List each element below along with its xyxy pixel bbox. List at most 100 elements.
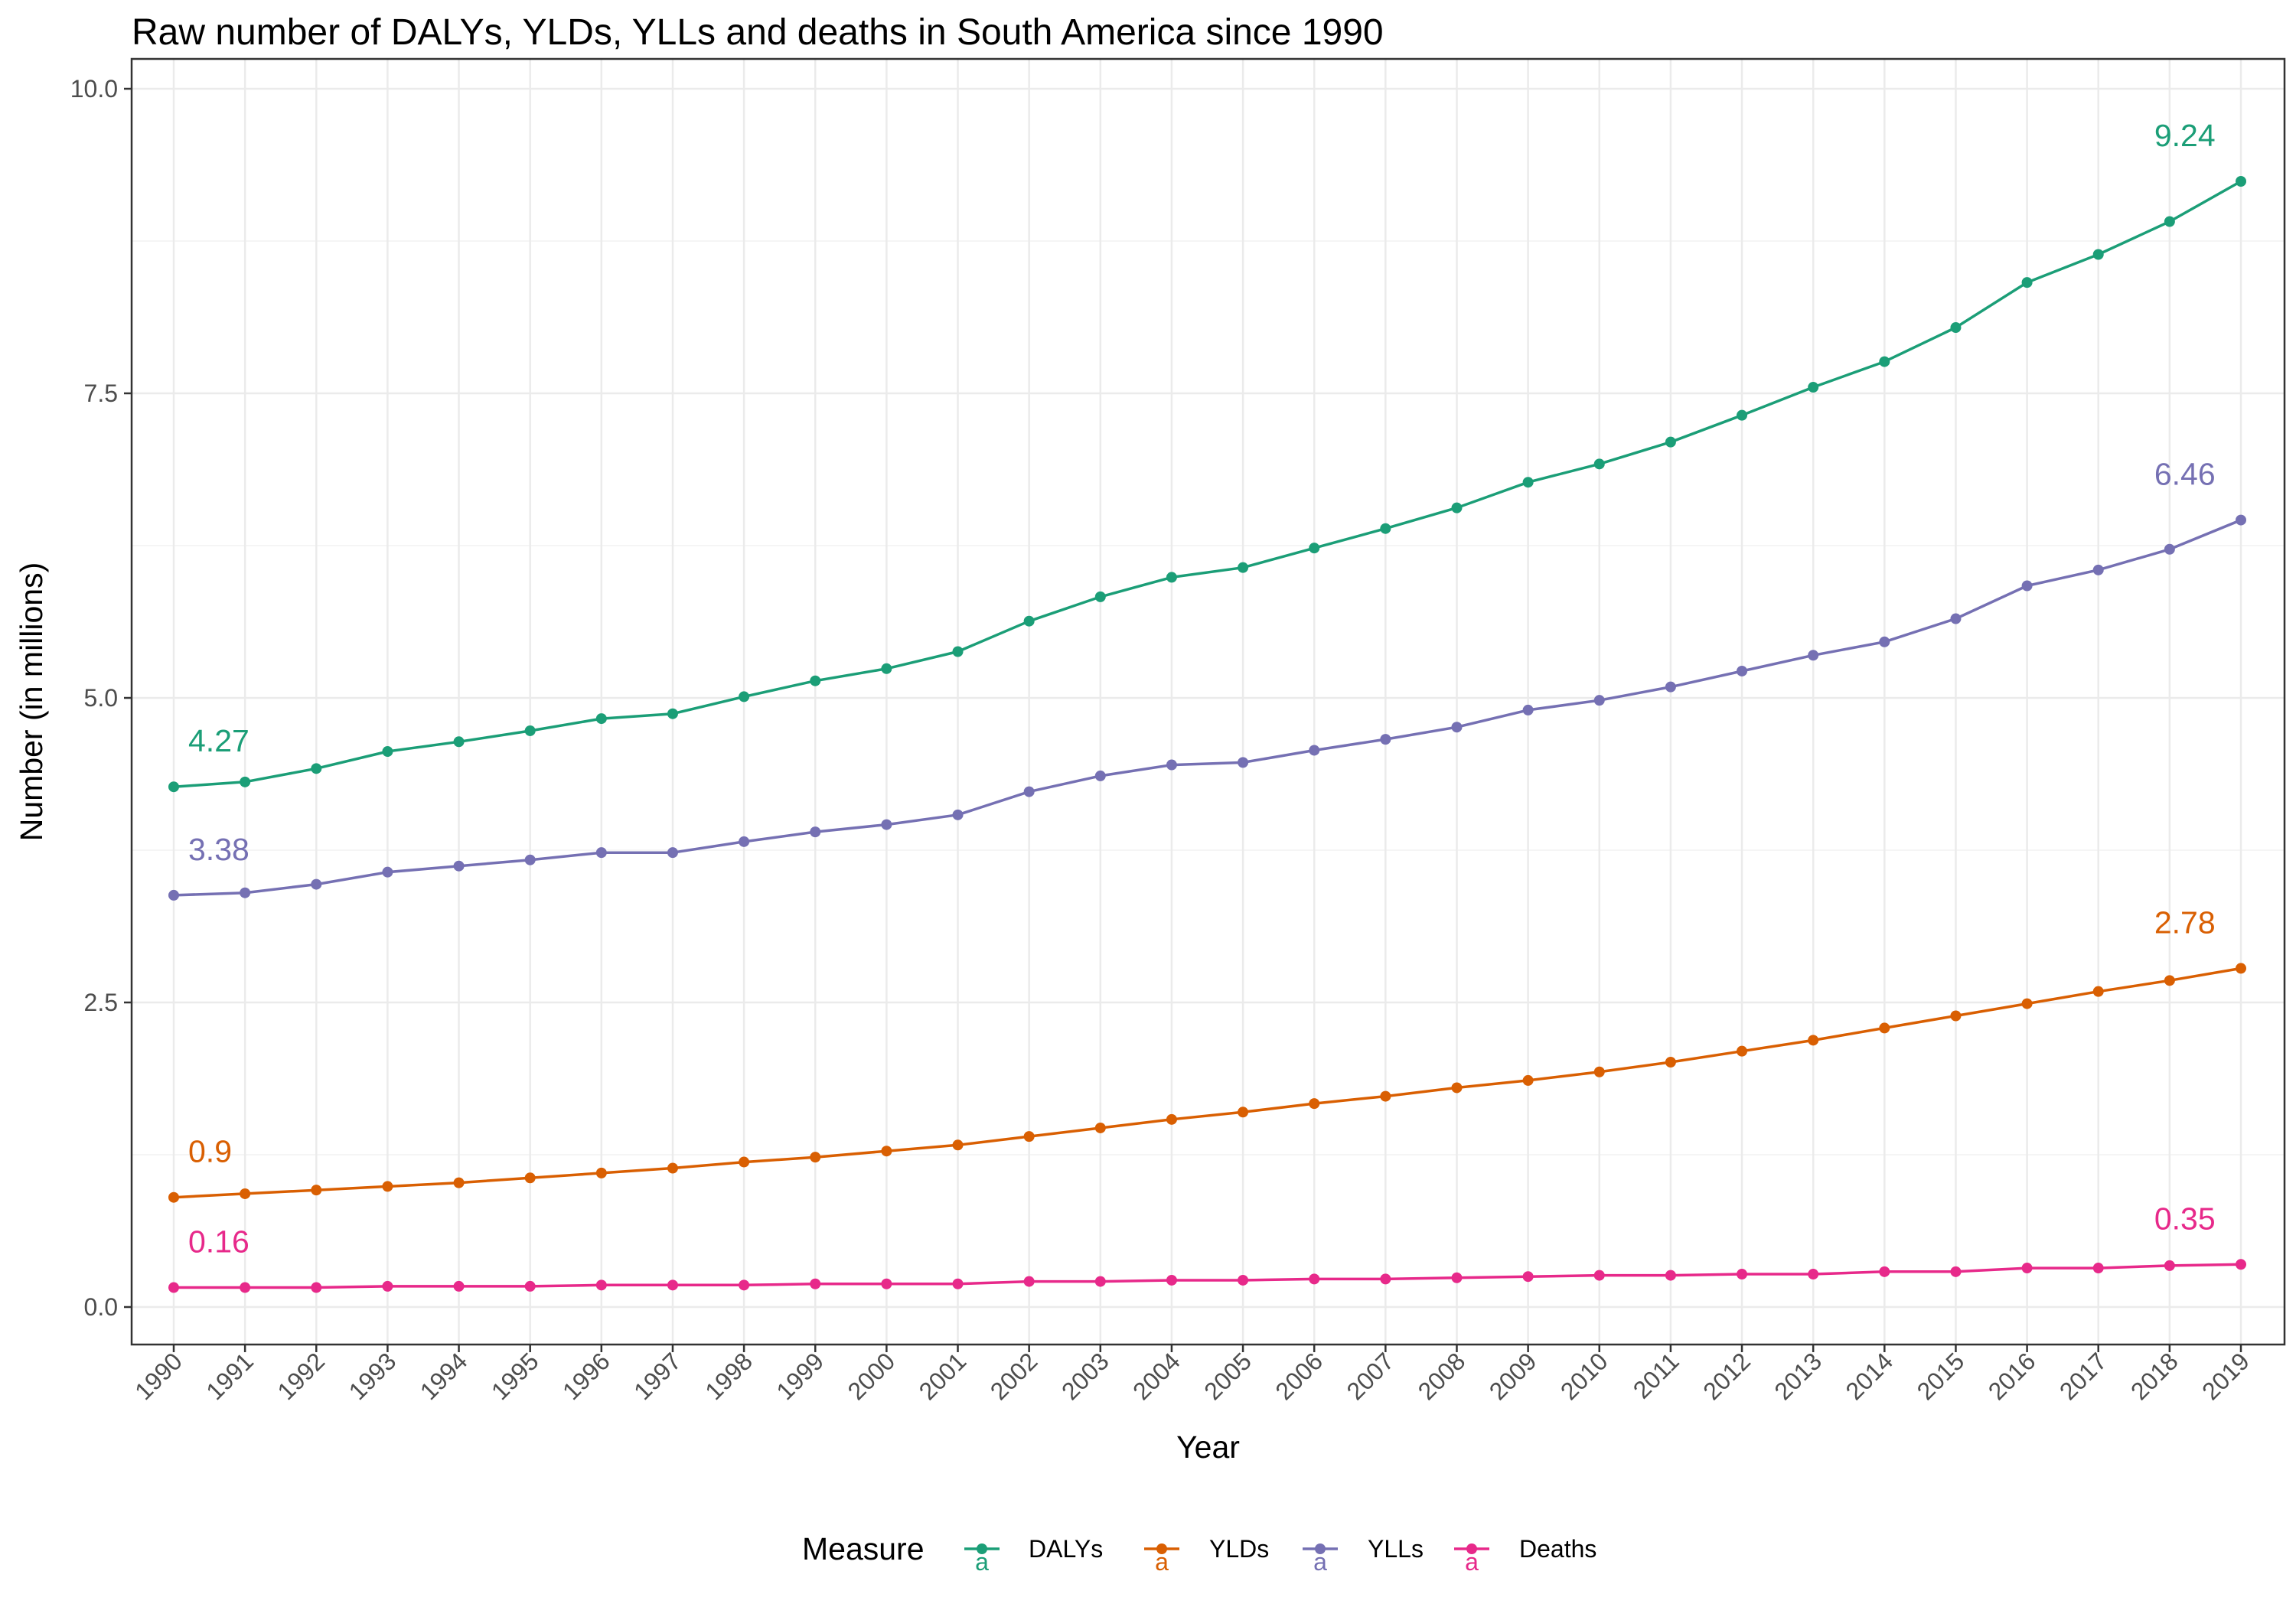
data-point-ylds [1737, 1045, 1748, 1057]
data-point-dalys [1879, 356, 1890, 367]
x-tick-label: 2007 [1342, 1347, 1400, 1405]
start-value-label: 0.9 [188, 1134, 232, 1169]
data-point-ylls [2236, 514, 2246, 526]
x-tick-label: 2010 [1555, 1347, 1613, 1405]
data-point-ylds [2164, 975, 2175, 986]
data-point-ylds [1522, 1074, 1534, 1086]
x-tick-label: 2004 [1127, 1347, 1186, 1405]
end-value-label: 2.78 [2154, 905, 2216, 940]
data-point-deaths [881, 1278, 892, 1289]
series-line-ylls [173, 518, 2242, 897]
x-tick-label: 2003 [1056, 1347, 1114, 1405]
x-tick-label: 1993 [344, 1347, 402, 1405]
y-tick-label: 2.5 [84, 989, 118, 1016]
legend-item-dalys: a DALYs [964, 1535, 1103, 1576]
data-point-ylls [2164, 543, 2175, 555]
data-point-dalys [1023, 615, 1035, 627]
data-point-deaths [1593, 1270, 1605, 1281]
end-value-label: 0.35 [2154, 1201, 2216, 1236]
x-tick-label: 1999 [771, 1347, 829, 1405]
data-point-deaths [1808, 1269, 1819, 1280]
data-point-ylds [1593, 1066, 1605, 1077]
data-point-dalys [881, 663, 892, 674]
data-point-ylds [810, 1152, 821, 1163]
data-point-deaths [2021, 1263, 2033, 1274]
data-point-dalys [1593, 458, 1605, 470]
data-point-ylds [1238, 1107, 1249, 1118]
x-tick-label: 1996 [557, 1347, 615, 1405]
x-tick-label: 1998 [700, 1347, 758, 1405]
data-point-ylls [382, 866, 393, 878]
data-point-dalys [2164, 216, 2175, 227]
y-tick-label: 7.5 [84, 380, 118, 407]
legend-title: Measure [802, 1531, 925, 1566]
x-tick-label: 2008 [1413, 1347, 1471, 1405]
data-point-deaths [382, 1280, 393, 1292]
data-point-deaths [311, 1282, 322, 1293]
data-point-deaths [1522, 1271, 1534, 1283]
data-point-ylds [2092, 986, 2104, 997]
chart-title: Raw number of DALYs, YLDs, YLLs and deat… [132, 12, 1384, 53]
data-point-dalys [667, 708, 678, 719]
data-point-ylds [2021, 998, 2033, 1009]
legend-label: YLLs [1368, 1535, 1424, 1563]
x-tick-label: 2001 [914, 1347, 972, 1405]
data-point-ylls [1094, 770, 1106, 781]
data-point-deaths [739, 1279, 750, 1291]
data-point-dalys [524, 725, 536, 736]
data-point-deaths [810, 1278, 821, 1289]
data-point-ylls [2021, 580, 2033, 592]
data-point-dalys [595, 713, 607, 725]
data-point-deaths [667, 1279, 678, 1291]
data-point-ylls [2092, 564, 2104, 575]
data-point-deaths [2164, 1260, 2175, 1271]
data-point-dalys [739, 691, 750, 702]
x-tick-label: 2019 [2197, 1347, 2255, 1405]
data-point-dalys [2236, 175, 2246, 187]
data-point-ylls [1737, 665, 1748, 676]
data-point-ylds [240, 1188, 251, 1199]
legend-label: DALYs [1029, 1535, 1103, 1563]
data-point-deaths [595, 1279, 607, 1291]
x-tick-label: 1997 [628, 1347, 687, 1405]
data-point-ylls [881, 819, 892, 830]
data-point-ylds [952, 1139, 964, 1151]
data-point-ylls [524, 854, 536, 865]
start-value-label: 4.27 [188, 723, 249, 758]
series-layer [168, 175, 2246, 1293]
data-point-deaths [2236, 1259, 2246, 1270]
data-point-dalys [1451, 502, 1463, 513]
data-point-dalys [1950, 322, 1962, 334]
x-tick-label: 1994 [415, 1347, 473, 1405]
data-point-ylds [1451, 1082, 1463, 1094]
data-point-ylls [168, 889, 179, 901]
y-axis-title: Number (in millions) [14, 562, 49, 842]
y-tick-label: 10.0 [70, 75, 118, 103]
data-point-deaths [1879, 1266, 1890, 1277]
data-point-ylls [1593, 695, 1605, 706]
data-point-ylls [453, 860, 465, 872]
data-point-dalys [1808, 382, 1819, 393]
data-point-dalys [1665, 436, 1676, 448]
data-point-dalys [2092, 249, 2104, 260]
data-point-ylls [240, 887, 251, 898]
data-point-ylls [1808, 650, 1819, 661]
data-point-dalys [2021, 277, 2033, 288]
data-point-ylls [667, 847, 678, 859]
data-point-ylds [1094, 1122, 1106, 1133]
data-point-ylls [1522, 704, 1534, 715]
legend: Measure a DALYs a YLDs a YLLs a Deaths [802, 1531, 1596, 1576]
data-point-ylds [667, 1162, 678, 1174]
data-point-ylds [382, 1181, 393, 1192]
series-line-dalys [173, 180, 2242, 788]
data-point-dalys [453, 736, 465, 748]
data-point-deaths [168, 1282, 179, 1293]
legend-key-glyph: a [1313, 1548, 1327, 1576]
data-point-ylds [1166, 1113, 1177, 1125]
legend-item-ylls: a YLLs [1303, 1535, 1424, 1576]
data-point-ylds [1023, 1131, 1035, 1143]
legend-key-point [1315, 1543, 1326, 1554]
legend-key-point [1466, 1543, 1477, 1554]
legend-label: YLDs [1209, 1535, 1269, 1563]
